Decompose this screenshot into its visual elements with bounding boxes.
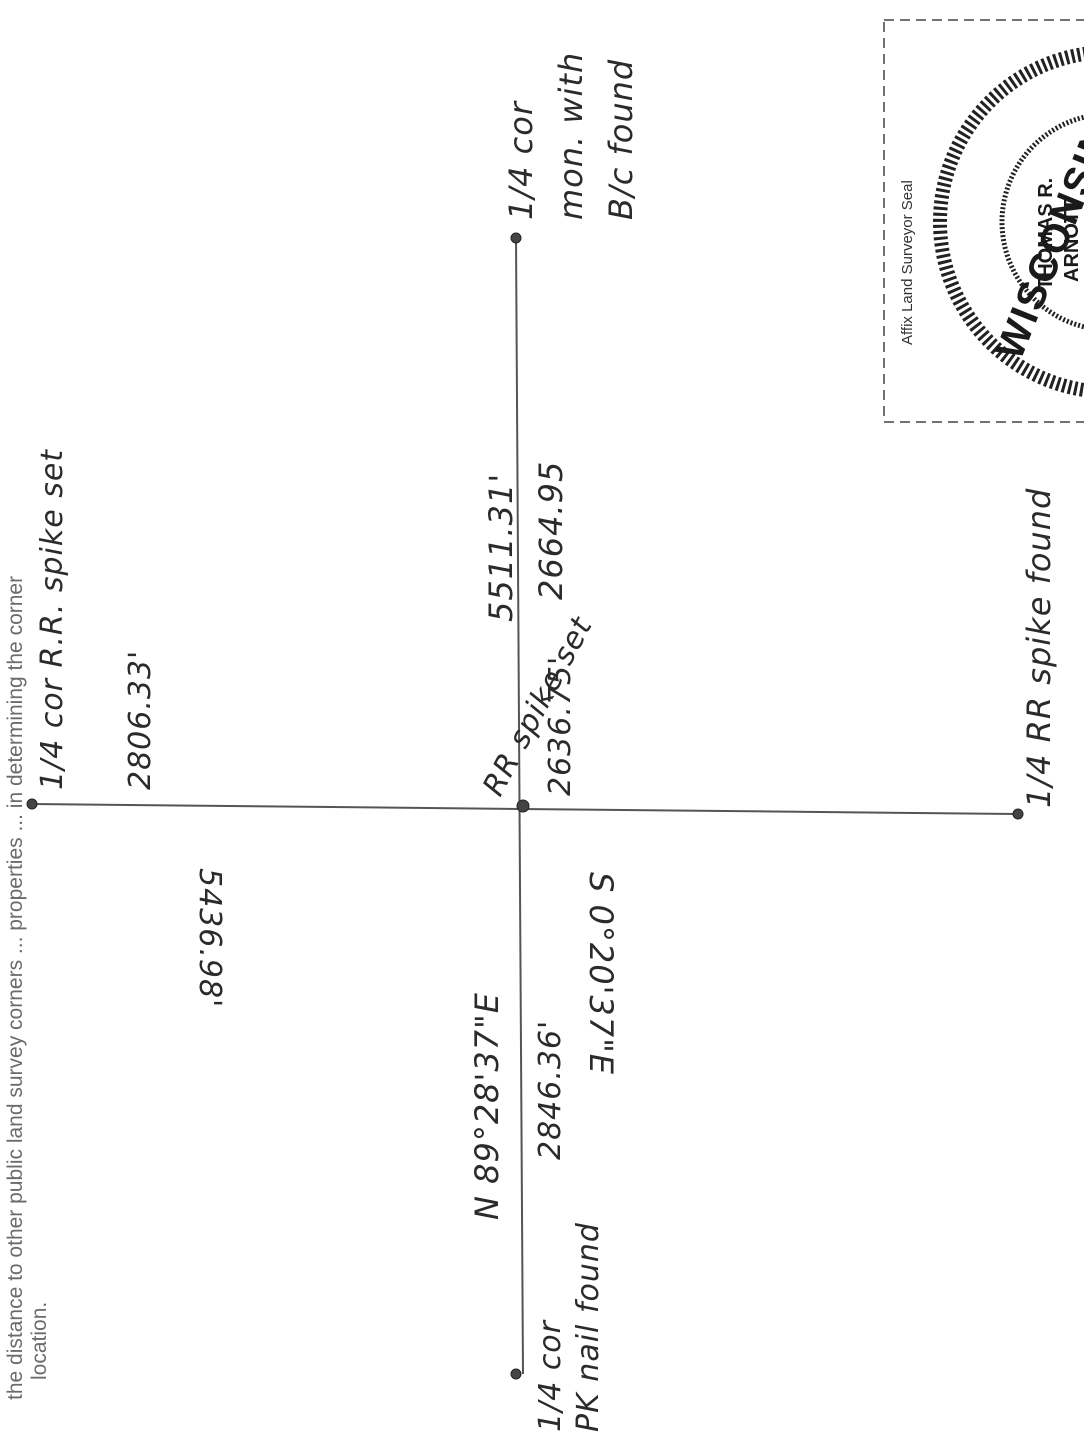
west-quarter-corner-point xyxy=(510,1368,522,1380)
east-segment-distance: 2664.95 xyxy=(532,461,570,600)
west-corner-label-line2: PK nail found xyxy=(571,1222,606,1432)
east-corner-label-line3: B/c found xyxy=(602,59,640,220)
seal-name-line1: THOMAS R. xyxy=(1035,178,1057,290)
seal-box-label: Affix Land Surveyor Seal xyxy=(899,180,916,345)
west-bearing: N 89°28'37"E xyxy=(468,992,506,1220)
east-quarter-corner-point xyxy=(510,232,522,244)
south-segment-distance: 2636.75' xyxy=(543,656,578,796)
seal-name-line2: ARNOTT xyxy=(1061,199,1083,282)
north-quarter-corner-point xyxy=(26,798,38,810)
west-segment-distance: 2846.36' xyxy=(533,1020,568,1160)
west-corner-label-line1: 1/4 cor xyxy=(533,1319,568,1432)
east-total-distance: 5511.31' xyxy=(482,473,520,622)
south-quarter-corner-point xyxy=(1012,808,1024,820)
south-corner-label: 1/4 RR spike found xyxy=(1020,488,1058,808)
east-corner-label-line2: mon. with xyxy=(552,52,590,220)
intro-text-line2: location. xyxy=(28,1302,51,1380)
ns-total-distance: 5436.98' xyxy=(192,868,227,1008)
east-corner-label-line1: 1/4 cor xyxy=(502,100,540,220)
seal-box: Affix Land Surveyor Seal WISCONSIN THOMA… xyxy=(883,19,1084,423)
north-segment-distance: 2806.33' xyxy=(123,650,158,790)
center-corner-label: RR spike set xyxy=(476,611,600,802)
intro-text-line1: the distance to other public land survey… xyxy=(4,576,27,1400)
center-corner-point xyxy=(516,799,530,813)
north-corner-label: 1/4 cor R.R. spike set xyxy=(35,449,70,790)
ns-bearing: S 0°20'37"E xyxy=(582,872,620,1075)
